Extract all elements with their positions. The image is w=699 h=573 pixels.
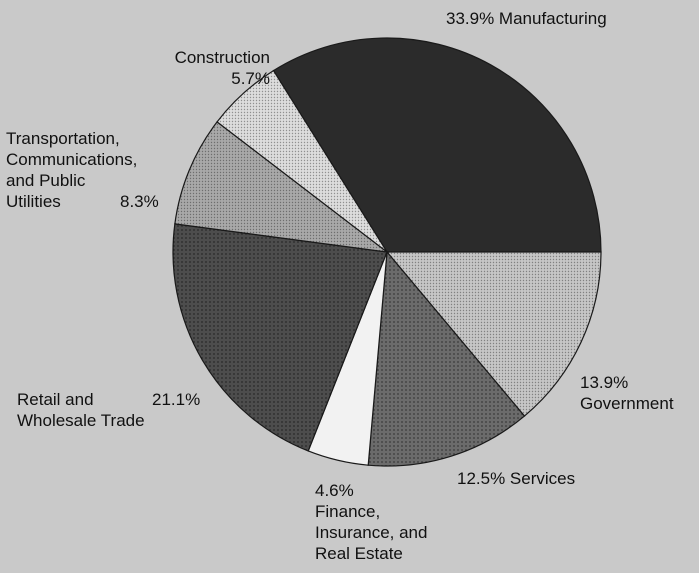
- label-finance-line-2: Insurance, and: [315, 523, 428, 542]
- label-transportation-line-3: and Public: [6, 171, 86, 190]
- pie-slice-texture-retail: [173, 223, 387, 451]
- label-government-name: Government: [580, 394, 674, 413]
- pie-slice-texture-services: [368, 252, 525, 466]
- label-finance: 4.6% Finance, Insurance, and Real Estate: [315, 480, 427, 564]
- label-construction-pct: 5.7%: [231, 69, 270, 88]
- label-finance-line-3: Real Estate: [315, 544, 403, 563]
- label-government: 13.9% Government: [580, 372, 674, 414]
- label-retail-pct-value: 21.1%: [152, 390, 201, 409]
- label-services-line: 12.5% Services: [457, 469, 576, 488]
- label-manufacturing-line: 33.9% Manufacturing: [446, 9, 607, 28]
- label-manufacturing: 33.9% Manufacturing: [446, 8, 607, 29]
- label-finance-line-1: Finance,: [315, 502, 381, 521]
- label-government-pct: 13.9%: [580, 373, 629, 392]
- pie-slices: [172, 37, 602, 467]
- pie-slice-texture-government: [387, 252, 601, 417]
- label-transportation: Transportation, Communications, and Publ…: [6, 128, 137, 212]
- label-services: 12.5% Services: [457, 468, 575, 489]
- pie-slice-texture-transportation: [174, 121, 387, 253]
- pie-slice-texture-construction: [217, 70, 387, 252]
- label-retail-pct: 21.1%: [152, 389, 200, 410]
- label-retail: Retail and Wholesale Trade: [17, 389, 145, 431]
- label-finance-pct: 4.6%: [315, 481, 354, 500]
- label-transportation-pct: 8.3%: [120, 191, 159, 212]
- label-transportation-line-1: Transportation,: [6, 129, 120, 148]
- label-construction: Construction 5.7%: [150, 47, 270, 89]
- label-transportation-line-4: Utilities: [6, 192, 61, 211]
- pie-slice-manufacturing: [272, 37, 602, 253]
- label-retail-line-1: Retail and: [17, 390, 94, 409]
- label-construction-name: Construction: [174, 48, 270, 67]
- label-retail-line-2: Wholesale Trade: [17, 411, 145, 430]
- label-transportation-pct-value: 8.3%: [120, 192, 159, 211]
- label-transportation-line-2: Communications,: [6, 150, 138, 169]
